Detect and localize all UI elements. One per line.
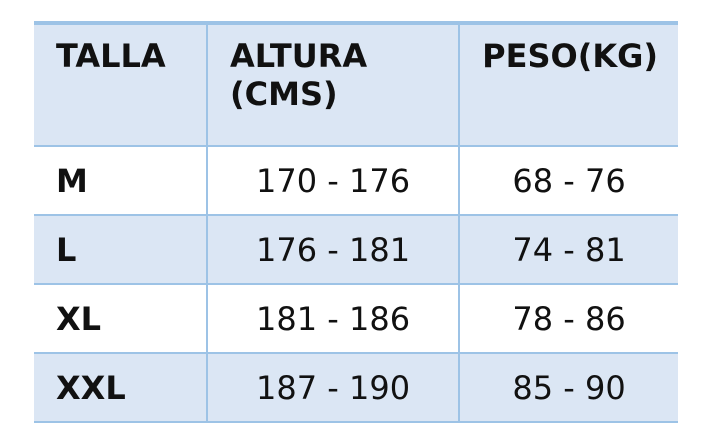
header-row: TALLA ALTURA (CMS) PESO(KG) — [34, 23, 678, 147]
header-cell: TALLA — [34, 23, 208, 147]
row: XXL 187 - 190 85 - 90 — [34, 353, 678, 423]
cell: L — [34, 215, 208, 285]
cell: 85 - 90 — [458, 353, 678, 423]
table-body: M 170 - 176 68 - 76 L 176 - 181 74 - 81 XL 181 … — [34, 146, 678, 423]
size-table: TALLA ALTURA (CMS) PESO(KG) M 170 - 176 68… — [34, 21, 678, 423]
cell: 176 - 181 — [206, 215, 460, 285]
row: L 176 - 181 74 - 81 — [34, 215, 678, 285]
cell: XL — [34, 284, 208, 354]
cell: 74 - 81 — [458, 215, 678, 285]
header-cell: ALTURA (CMS) — [206, 23, 460, 147]
cell: XXL — [34, 353, 208, 423]
cell: 187 - 190 — [206, 353, 460, 423]
cell: 181 - 186 — [206, 284, 460, 354]
cell: M — [34, 146, 208, 216]
cell: 78 - 86 — [458, 284, 678, 354]
row: XL 181 - 186 78 - 86 — [34, 284, 678, 354]
header-cell: PESO(KG) — [458, 23, 678, 147]
cell: 68 - 76 — [458, 146, 678, 216]
cell: 170 - 176 — [206, 146, 460, 216]
row: M 170 - 176 68 - 76 — [34, 146, 678, 216]
